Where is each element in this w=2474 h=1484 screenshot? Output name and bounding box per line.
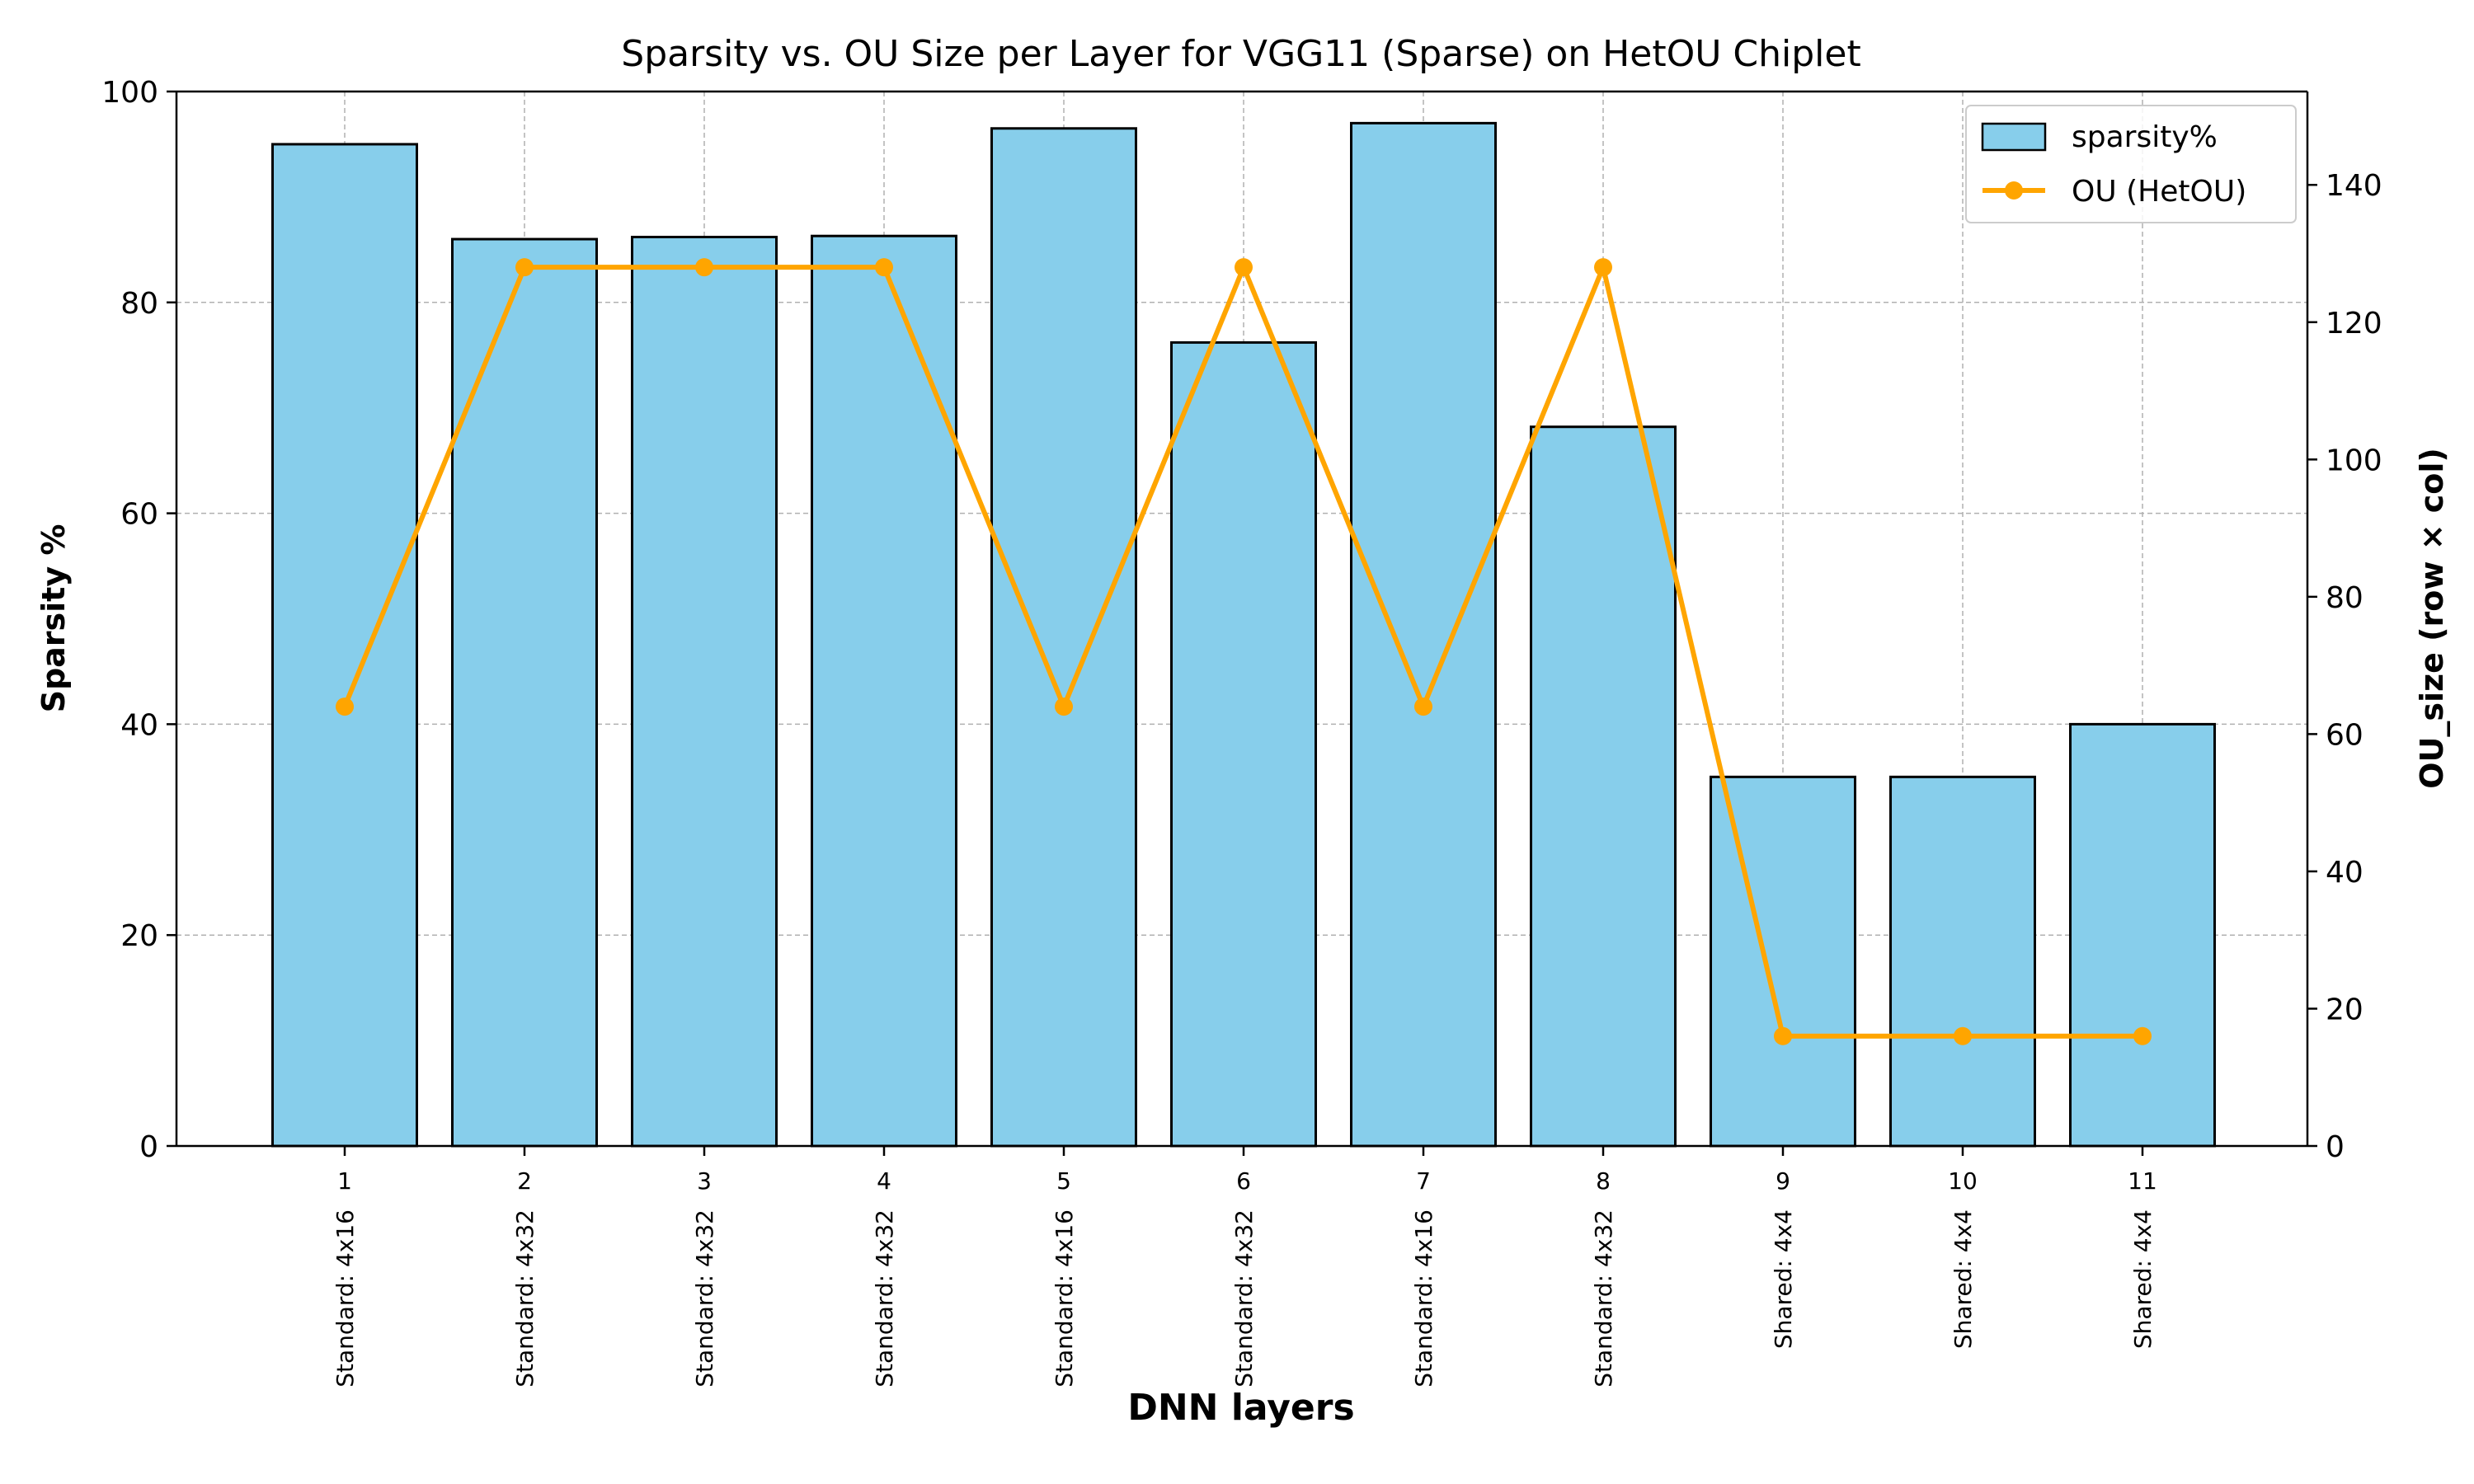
y-axis-label: Sparsity % — [35, 524, 72, 713]
y2-tick-label: 0 — [2326, 1130, 2345, 1164]
chart-title: Sparsity vs. OU Size per Layer for VGG11… — [621, 33, 1860, 75]
ou-point-4 — [875, 258, 893, 277]
ou-point-11 — [2133, 1026, 2152, 1045]
x-tick-label: 11 — [2128, 1167, 2157, 1195]
x-tick-label: 6 — [1236, 1167, 1251, 1195]
ou-line — [336, 258, 2152, 1045]
legend: sparsity% OU (HetOU) — [1965, 105, 2297, 223]
x-tick-sublabel: Shared: 4x4 — [1770, 1209, 1797, 1349]
ou-point-3 — [695, 258, 713, 277]
x-tick-label: 5 — [1056, 1167, 1071, 1195]
ou-point-6 — [1235, 258, 1253, 277]
y-tick-label: 60 — [120, 498, 158, 532]
y2-tick-label: 40 — [2326, 856, 2363, 890]
ou-point-5 — [1055, 697, 1073, 716]
bar-11 — [2069, 722, 2216, 1148]
x-tick-label: 2 — [517, 1167, 532, 1195]
x-tick-sublabel: Standard: 4x32 — [1230, 1209, 1258, 1388]
x-tick-label: 4 — [877, 1167, 891, 1195]
ou-point-9 — [1774, 1026, 1792, 1045]
bar-2 — [451, 237, 598, 1148]
bar-4 — [811, 234, 957, 1148]
ou-point-7 — [1414, 697, 1432, 716]
axes — [175, 90, 2309, 1148]
bar-7 — [1350, 121, 1497, 1148]
ou-point-1 — [336, 697, 354, 716]
ticks: 0 20 40 60 80 100 0 20 40 60 80 100 120 140 1 Standard:… — [101, 76, 2382, 1388]
legend-label-sparsity: sparsity% — [2072, 120, 2218, 154]
x-tick-sublabel: Standard: 4x32 — [691, 1209, 718, 1388]
ou-point-8 — [1594, 258, 1612, 277]
y2-axis-label: OU_size (row × col) — [2414, 448, 2450, 789]
y2-tick-label: 100 — [2326, 444, 2382, 477]
x-tick-label: 7 — [1416, 1167, 1431, 1195]
x-tick-label: 3 — [697, 1167, 712, 1195]
x-tick-sublabel: Shared: 4x4 — [1950, 1209, 1977, 1349]
bar-8 — [1530, 425, 1677, 1148]
x-tick-sublabel: Standard: 4x32 — [871, 1209, 898, 1388]
bar-9 — [1710, 775, 1856, 1148]
y2-tick-label: 80 — [2326, 581, 2363, 615]
y2-tick-label: 60 — [2326, 718, 2363, 752]
bar-3 — [631, 236, 778, 1148]
x-tick-sublabel: Shared: 4x4 — [2129, 1209, 2157, 1349]
x-tick-label: 9 — [1776, 1167, 1790, 1195]
y-tick-label: 20 — [120, 919, 158, 953]
bar-1 — [271, 143, 418, 1148]
ou-point-10 — [1954, 1026, 1972, 1045]
x-tick-sublabel: Standard: 4x16 — [1410, 1209, 1437, 1388]
y2-tick-label: 120 — [2326, 307, 2382, 340]
y2-tick-label: 140 — [2326, 169, 2382, 203]
x-tick-sublabel: Standard: 4x16 — [1051, 1209, 1078, 1388]
legend-swatch-sparsity — [1981, 122, 2047, 152]
legend-box — [1965, 105, 2297, 223]
x-tick-sublabel: Standard: 4x32 — [1590, 1209, 1617, 1388]
x-tick-label: 10 — [1948, 1167, 1978, 1195]
y-tick-label: 0 — [139, 1130, 158, 1164]
bars — [271, 121, 2216, 1148]
x-axis-label: DNN layers — [1127, 1387, 1354, 1429]
x-tick-label: 1 — [337, 1167, 352, 1195]
y-tick-label: 80 — [120, 287, 158, 321]
x-tick-sublabel: Standard: 4x16 — [332, 1209, 359, 1388]
legend-swatch-ou-marker — [2005, 181, 2023, 200]
bar-10 — [1889, 775, 2036, 1148]
bar-5 — [990, 127, 1137, 1148]
y-tick-label: 100 — [101, 76, 158, 110]
x-tick-sublabel: Standard: 4x32 — [511, 1209, 539, 1388]
bar-6 — [1170, 340, 1317, 1148]
y-tick-label: 40 — [120, 708, 158, 742]
x-tick-label: 8 — [1596, 1167, 1611, 1195]
ou-point-2 — [515, 258, 534, 277]
legend-label-ou: OU (HetOU) — [2072, 175, 2246, 209]
y2-tick-label: 20 — [2326, 993, 2363, 1026]
